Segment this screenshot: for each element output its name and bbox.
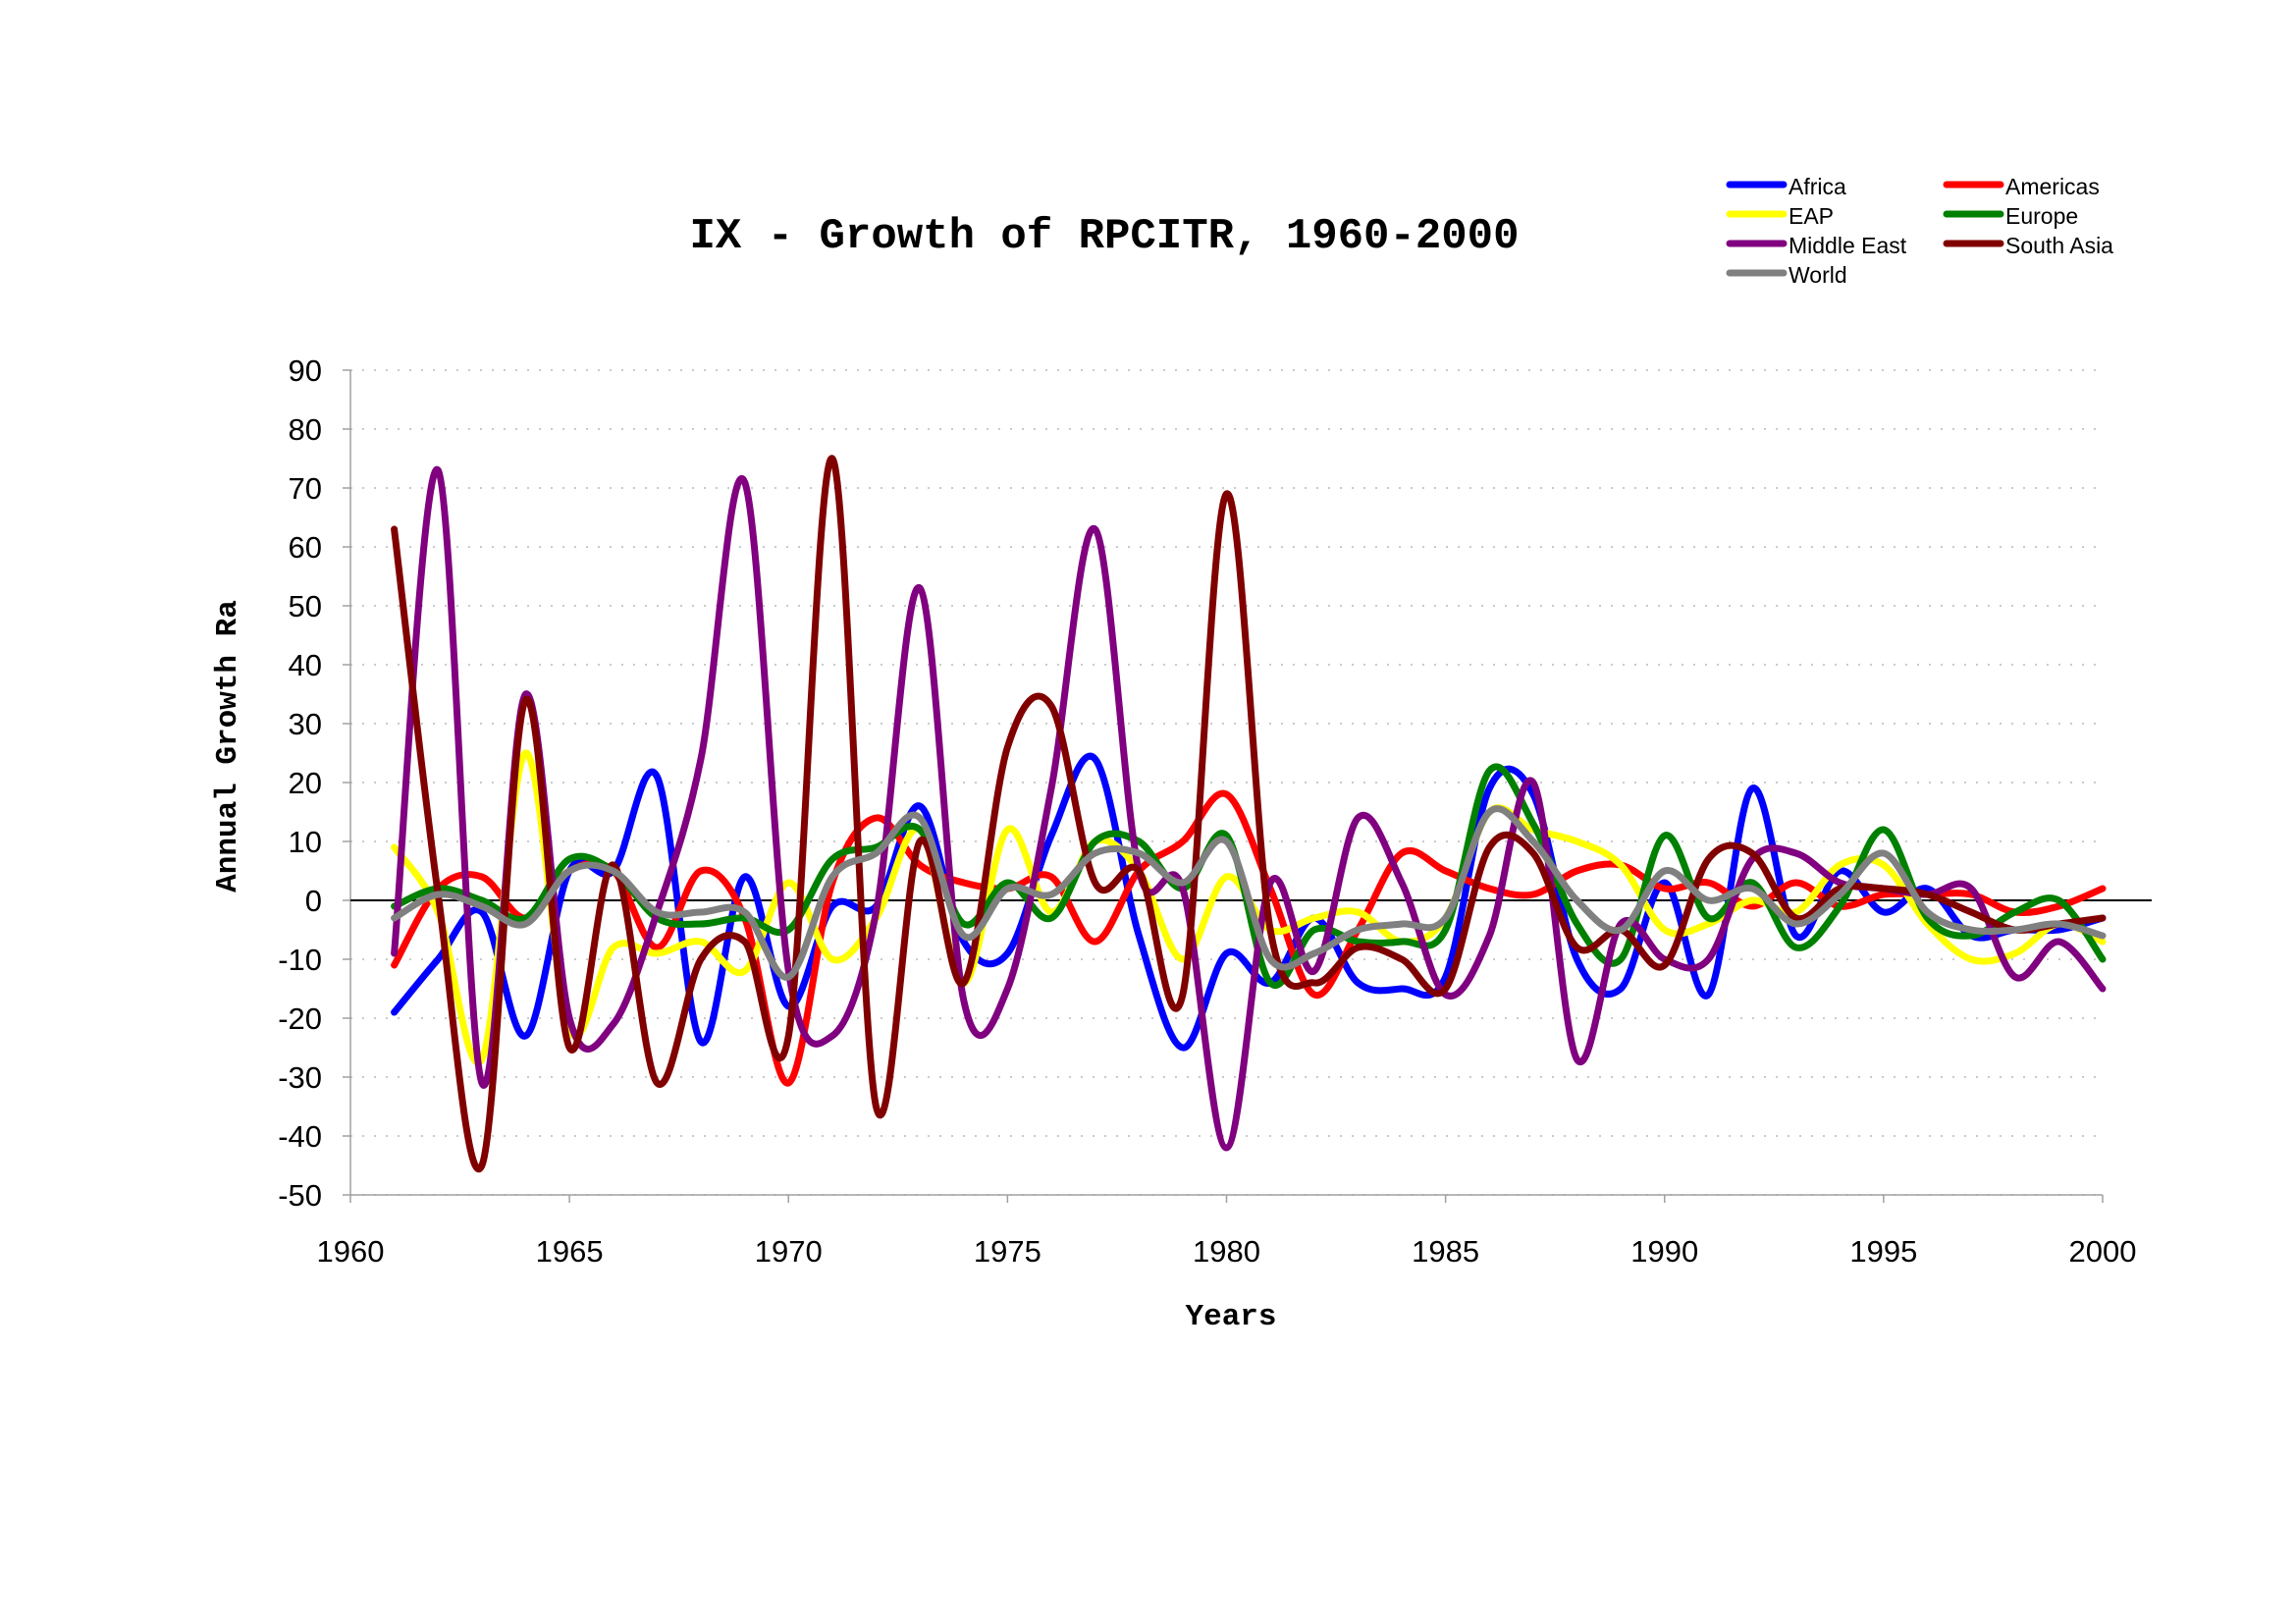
series-layer bbox=[391, 455, 2107, 1172]
y-tick-label: -50 bbox=[278, 1178, 322, 1213]
y-tick-label: 30 bbox=[289, 707, 322, 741]
x-tick-label: 1995 bbox=[1849, 1234, 1917, 1269]
legend-label-middle-east: Middle East bbox=[1789, 233, 1907, 258]
legend-label-africa: Africa bbox=[1789, 174, 1846, 199]
y-tick-label: 0 bbox=[305, 884, 322, 918]
x-tick-label: 1960 bbox=[317, 1234, 385, 1269]
ticks-layer: 90 80 70 60 50 40 30 20 10 0 -10 -20 -30 -40 -50 1960 19… bbox=[278, 353, 2136, 1269]
x-tick-label: 1990 bbox=[1630, 1234, 1698, 1269]
chart-title: IX - Growth of RPCITR, 1960-2000 bbox=[690, 212, 1520, 261]
y-tick-label: 20 bbox=[289, 766, 322, 800]
legend-label-south-asia: South Asia bbox=[2005, 233, 2113, 258]
x-tick-label: 1975 bbox=[974, 1234, 1041, 1269]
legend: Africa Americas EAP Europe Middle East South … bbox=[1726, 174, 2113, 288]
legend-label-world: World bbox=[1789, 262, 1847, 288]
y-tick-label: -30 bbox=[278, 1060, 322, 1095]
series-line-south-asia bbox=[391, 455, 2107, 1172]
y-tick-label: 80 bbox=[289, 412, 322, 447]
x-tick-label: 1980 bbox=[1193, 1234, 1260, 1269]
y-tick-label: 40 bbox=[289, 648, 322, 682]
y-tick-label: 60 bbox=[289, 530, 322, 565]
legend-label-europe: Europe bbox=[2005, 203, 2078, 229]
series-line-europe bbox=[391, 763, 2107, 990]
series-line-world bbox=[391, 805, 2107, 981]
series-line-middle-east bbox=[391, 466, 2107, 1152]
y-tick-label: 50 bbox=[289, 589, 322, 623]
y-tick-label: -40 bbox=[278, 1119, 322, 1154]
axes-layer bbox=[349, 370, 2152, 1196]
y-axis-label: Annual Growth Ra bbox=[211, 600, 245, 893]
legend-label-eap: EAP bbox=[1789, 203, 1834, 229]
y-tick-label: -10 bbox=[278, 943, 322, 977]
y-tick-label: 10 bbox=[289, 825, 322, 859]
y-tick-label: -20 bbox=[278, 1001, 322, 1036]
x-tick-label: 1970 bbox=[755, 1234, 823, 1269]
legend-label-americas: Americas bbox=[2005, 174, 2100, 199]
y-tick-label: 70 bbox=[289, 471, 322, 506]
x-tick-label: 2000 bbox=[2069, 1234, 2137, 1269]
x-tick-label: 1965 bbox=[536, 1234, 604, 1269]
x-axis-label: Years bbox=[1185, 1300, 1276, 1334]
y-tick-label: 90 bbox=[289, 353, 322, 388]
series-line-africa bbox=[391, 752, 2107, 1052]
x-tick-label: 1985 bbox=[1412, 1234, 1479, 1269]
